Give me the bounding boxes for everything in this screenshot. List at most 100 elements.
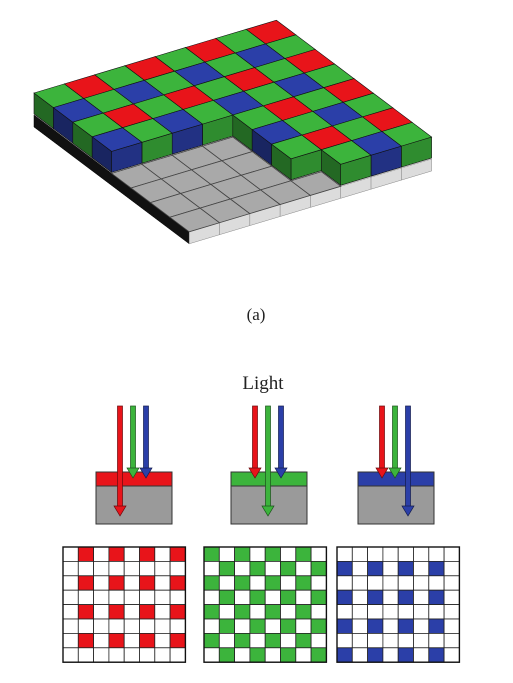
mask-cell [234,604,251,620]
mask-cell [62,546,79,562]
mask-cell [310,546,327,562]
mask-cell [77,633,95,649]
mask-cell [351,633,368,649]
mask-cell [154,575,171,591]
mask-cell [367,546,384,562]
mask-cell [139,546,156,562]
mask-cell [351,647,368,663]
mask-cell [280,633,297,649]
mask-cell [336,633,353,649]
mask-cell [77,604,95,620]
mask-cell [218,618,236,634]
mask-cell [249,604,266,620]
mask-grid-green [203,546,328,663]
mask-cell [413,546,430,562]
mask-cell [169,618,186,634]
light-label: Light [242,373,284,394]
mask-cell [336,647,353,663]
mask-cell [77,546,95,562]
green-light-arrow [261,405,275,517]
mask-cell [203,647,220,663]
arrow-head [274,467,288,479]
mask-cell [203,633,220,649]
mask-cell [264,561,281,577]
mask-cell [397,604,414,620]
mask-cell [280,561,297,577]
mask-cell [367,604,384,620]
mask-cell [351,589,368,606]
mask-cell [108,546,125,562]
mask-cell [77,561,95,577]
color-masks [62,546,461,663]
mask-cell [218,633,236,649]
mask-cell [413,633,430,649]
mask-cell [249,561,266,577]
mask-cell [123,589,140,606]
mask-cell [310,647,327,663]
mask-cell [413,618,430,634]
mask-cell [367,575,384,591]
mask-cell [169,633,186,649]
mask-cell [264,604,281,620]
mask-cell [249,633,266,649]
mask-cell [428,561,445,577]
mask-cell [249,647,266,663]
mask-cell [234,575,251,591]
mask-cell [367,589,384,606]
mask-cell [443,575,460,591]
mask-cell [443,546,460,562]
mask-cell [108,633,125,649]
red-light-arrow [248,405,262,479]
mask-cell [154,633,171,649]
mask-cell [154,604,171,620]
mask-cell [280,647,297,663]
mask-cell [428,633,445,649]
mask-cell [154,618,171,634]
mask-cell [336,618,353,634]
mask-cell [93,647,110,663]
mask-cell [264,546,281,562]
mask-cell [397,618,414,634]
mask-cell [295,647,312,663]
mask-cell [367,561,384,577]
mask-cell [234,633,251,649]
arrow-shaft [392,405,398,470]
mask-cell [295,618,312,634]
photosite-cell [290,171,342,196]
mask-cell [428,604,445,620]
mask-cell [169,647,186,663]
mask-cell [203,604,220,620]
red-light-arrow [375,405,389,479]
arrow-head [126,467,140,479]
mask-cell [336,546,353,562]
mask-cell [382,561,399,577]
arrow-head [261,505,275,517]
mask-cell [203,589,220,606]
mask-cell [295,589,312,606]
mask-cell [264,575,281,591]
mask-cell [351,561,368,577]
mask-cell [397,546,414,562]
mask-cell [123,561,140,577]
arrow-head [375,467,389,479]
mask-cell [93,604,110,620]
mask-cell [336,589,353,606]
arrow-head [248,467,262,479]
mask-cell [218,589,236,606]
mask-cell [249,575,266,591]
mask-cell [264,618,281,634]
mask-cell [62,604,79,620]
mask-cell [397,589,414,606]
mask-cell [203,561,220,577]
mask-cell [367,618,384,634]
mask-cell [443,618,460,634]
mask-cell [310,575,327,591]
arrow-shaft [265,405,271,508]
mask-cell [264,647,281,663]
mask-cell [249,589,266,606]
mask-cell [310,604,327,620]
mask-cell [382,633,399,649]
mask-cell [62,561,79,577]
mask-cell [413,647,430,663]
